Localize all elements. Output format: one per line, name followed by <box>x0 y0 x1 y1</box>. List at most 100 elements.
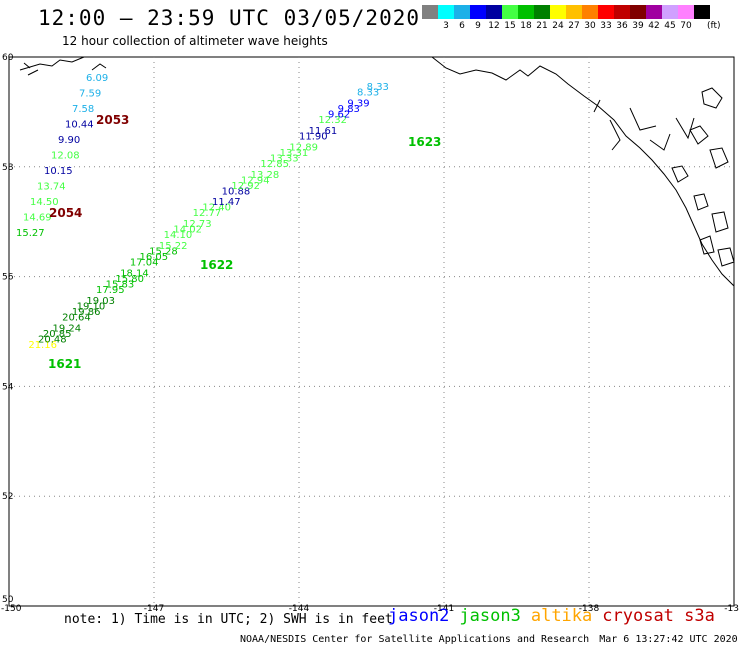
footnote: note: 1) Time is in UTC; 2) SWH is in fe… <box>64 612 393 627</box>
legend-swatch-label: 70 <box>680 21 692 31</box>
wave-height-value: 14.10 <box>164 230 193 241</box>
lat-label: 58 <box>2 163 14 173</box>
page-title: 12:00 – 23:59 UTC 03/05/2020 <box>38 6 421 30</box>
lat-label: 60 <box>2 53 14 63</box>
lat-label: 52 <box>2 492 13 502</box>
legend-swatch-label: 21 <box>536 21 548 31</box>
wave-height-value: 6.09 <box>86 73 108 84</box>
legend-swatch: 30 <box>582 5 598 31</box>
wave-height-value: 11.61 <box>309 126 338 137</box>
legend-swatch: 24 <box>550 5 566 31</box>
wave-height-value: 10.88 <box>222 186 251 197</box>
legend-swatch-label: 6 <box>459 21 465 31</box>
coastline-alaska <box>431 56 735 287</box>
satellite-name: altika <box>530 606 593 626</box>
wave-height-value: 14.02 <box>173 225 202 236</box>
pass-time-label: 2053 <box>96 113 129 127</box>
wave-height-value: 12.94 <box>241 175 270 186</box>
legend-swatch: 39 <box>630 5 646 31</box>
wave-height-value: 12.85 <box>260 159 289 170</box>
coastline <box>19 56 735 287</box>
credit-text: NOAA/NESDIS Center for Satellite Applica… <box>240 634 590 645</box>
wave-height-value: 20.85 <box>43 329 72 340</box>
legend-swatch-label: 33 <box>600 21 612 31</box>
lat-label: 56 <box>2 273 14 283</box>
lon-label: -138 <box>579 604 600 614</box>
legend-swatch: 70 <box>678 5 694 31</box>
legend-swatch-label: 18 <box>520 21 532 31</box>
wave-height-value: 14.50 <box>30 197 59 208</box>
wave-height-value: 9.90 <box>58 135 80 146</box>
credit-line: NOAA/NESDIS Center for Satellite Applica… <box>240 634 738 645</box>
wave-height-value: 18.14 <box>120 269 149 280</box>
legend-swatch-label: 27 <box>568 21 580 31</box>
legend-swatch-label: 15 <box>504 21 516 31</box>
wave-height-value: 15.22 <box>159 241 188 252</box>
legend-swatch-label: 42 <box>648 21 660 31</box>
wave-height-value: 8.33 <box>357 87 379 98</box>
wave-height-value: 10.44 <box>65 120 94 131</box>
wave-height-value: 11.47 <box>212 197 241 208</box>
wave-height-value: 17.95 <box>96 285 125 296</box>
wave-height-value: 13.31 <box>280 148 309 159</box>
legend-swatch-label: 24 <box>552 21 564 31</box>
page-subtitle: 12 hour collection of altimeter wave hei… <box>62 34 328 48</box>
legend-swatch-label: 30 <box>584 21 596 31</box>
legend-swatch: 6 <box>454 5 470 31</box>
wave-height-value: 7.59 <box>79 89 101 100</box>
pass-time-label: 1623 <box>408 135 441 149</box>
wave-height-value: 15.27 <box>16 228 45 239</box>
lon-label: -141 <box>434 604 454 614</box>
satellite-legend: jason2 jason3 altika cryosat s3a <box>388 606 725 626</box>
wave-height-value: 19.10 <box>77 302 106 313</box>
pass-time-label: 1622 <box>200 258 233 272</box>
legend-swatch <box>422 5 438 19</box>
wave-height-value: 19.24 <box>53 324 82 335</box>
map-frame <box>8 56 735 607</box>
wave-height-value: 12.73 <box>183 219 212 230</box>
graticule <box>9 57 734 606</box>
pass-time-label: 2054 <box>49 206 82 220</box>
satellite-name: jason2 <box>388 606 450 626</box>
pass-time-label: 1621 <box>48 357 81 371</box>
coastline-inlets <box>593 99 695 151</box>
wave-height-value: 13.28 <box>251 170 280 181</box>
wave-height-value: 21.16 <box>28 340 57 351</box>
wave-height-value: 17.04 <box>130 258 159 269</box>
wave-height-value: 12.32 <box>318 115 347 126</box>
wave-height-value: 20.64 <box>62 313 91 324</box>
wave-height-value: 13.74 <box>37 182 66 193</box>
wave-height-value: 14.69 <box>23 213 52 224</box>
legend-swatch: 9 <box>470 5 486 31</box>
legend-swatch-label: 36 <box>616 21 628 31</box>
legend-swatch: 15 <box>502 5 518 31</box>
wave-height-value: 20.48 <box>38 334 67 345</box>
legend-swatch <box>694 5 710 19</box>
wave-height-value: 7.58 <box>72 104 94 115</box>
lon-labels: -150 -147 -144 -141 -138 -13 <box>1 604 739 614</box>
lat-label: 50 <box>2 595 14 605</box>
wave-height-value: 9.83 <box>338 104 360 115</box>
generated-timestamp: Mar 6 13:27:42 UTC 2020 <box>599 634 738 645</box>
legend-swatch: 42 <box>646 5 662 31</box>
satellite-name: cryosat s3a <box>602 606 715 626</box>
coastline-islands <box>671 87 735 267</box>
lon-label: -150 <box>1 604 22 614</box>
legend-swatch-label: 39 <box>632 21 644 31</box>
legend-swatch: 45 <box>662 5 678 31</box>
wave-height-value: 15.83 <box>106 280 135 291</box>
wave-height-value: 12.89 <box>289 142 318 153</box>
wave-height-values: 21.1620.4820.8519.2420.6419.8619.1019.03… <box>16 73 389 351</box>
wave-height-value: 9.39 <box>347 98 369 109</box>
wave-height-value: 12.92 <box>231 181 260 192</box>
legend-swatch: 12 <box>486 5 502 31</box>
wave-height-value: 11.90 <box>299 131 328 142</box>
wave-height-value: 12.08 <box>51 151 80 162</box>
wave-height-value: 10.15 <box>44 166 73 177</box>
legend-swatch: 36 <box>614 5 630 31</box>
legend-swatch-label: 9 <box>475 21 481 31</box>
wave-height-value: 12.77 <box>193 208 222 219</box>
legend-swatch: 18 <box>518 5 534 31</box>
color-legend: 3 6 9 12 15 18 21 24 27 30 33 36 39 42 45 70 <box>422 5 710 31</box>
